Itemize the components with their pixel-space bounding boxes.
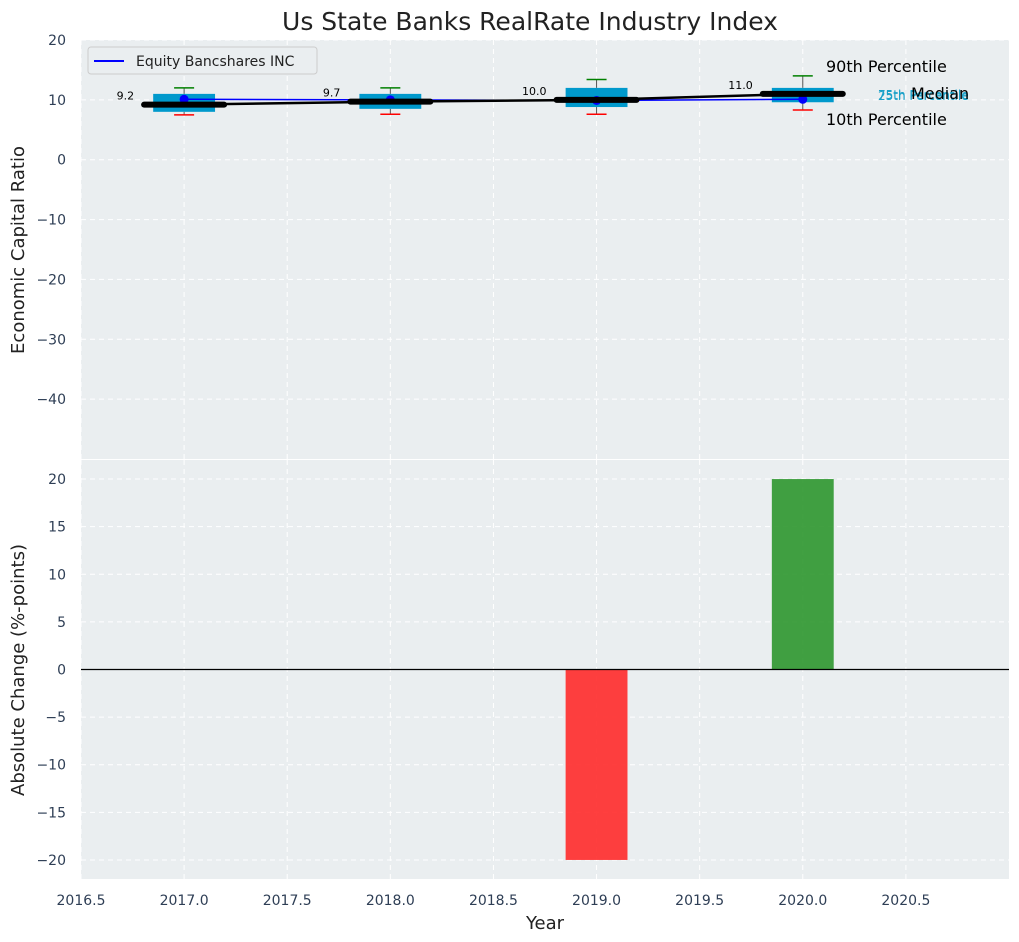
bottom-y-ticks: 20 15 10 5 0 −5 −10 −15 −20 [36, 472, 66, 869]
y-tick-label: 5 [57, 615, 66, 631]
x-tick-label: 2019.5 [675, 893, 724, 909]
x-ticks: 2016.5 2017.0 2017.5 2018.0 2018.5 2019.0 2019… [57, 893, 931, 909]
percentile-annotations: 75th Percentile 25th Percentile 90th Per… [826, 57, 969, 129]
company-point [798, 94, 808, 104]
y-tick-label: 10 [48, 93, 66, 109]
median-value-labels: 9.2 9.7 10.0 11.0 [117, 79, 753, 103]
y-tick-label: −20 [36, 853, 66, 869]
bottom-y-axis-title: Absolute Change (%-points) [8, 544, 29, 796]
x-tick-label: 2017.0 [160, 893, 209, 909]
x-tick-label: 2020.0 [778, 893, 827, 909]
median-value-label: 11.0 [728, 79, 753, 92]
y-tick-label: −5 [45, 710, 66, 726]
company-point [179, 94, 189, 104]
y-tick-label: 20 [48, 472, 66, 488]
median-trend-line [184, 92, 803, 106]
p90-annotation: 90th Percentile [826, 57, 947, 76]
top-y-ticks: 20 10 0 −10 −20 −30 −40 [36, 33, 66, 408]
change-bar [565, 669, 628, 860]
y-tick-label: −30 [36, 332, 66, 348]
x-tick-label: 2018.5 [469, 893, 518, 909]
y-tick-label: −10 [36, 213, 66, 229]
y-tick-label: −15 [36, 805, 66, 821]
top-grid [80, 39, 1009, 459]
x-tick-label: 2017.5 [263, 893, 312, 909]
median-line-group [141, 90, 846, 108]
p25-annotation: 25th Percentile [878, 89, 969, 103]
median-annotation: Median [911, 84, 969, 103]
chart-title: Us State Banks RealRate Industry Index [282, 7, 778, 36]
y-tick-label: −10 [36, 758, 66, 774]
legend-label-company: Equity Bancshares INC [136, 54, 295, 70]
y-tick-label: 0 [57, 663, 66, 679]
y-tick-label: −40 [36, 392, 66, 408]
y-tick-label: 20 [48, 33, 66, 49]
top-panel: 20 10 0 −10 −20 −30 −40 9.2 9.7 10.0 11.0 75th Pe… [8, 33, 1009, 459]
top-y-axis-title: Economic Capital Ratio [8, 146, 29, 354]
median-value-label: 9.2 [117, 90, 135, 103]
x-tick-label: 2016.5 [57, 893, 106, 909]
x-tick-label: 2019.0 [572, 893, 621, 909]
y-tick-label: 15 [48, 520, 66, 536]
x-tick-label: 2020.5 [881, 893, 930, 909]
median-value-label: 9.7 [323, 87, 341, 100]
x-axis-title: Year [525, 913, 565, 934]
y-tick-label: 0 [57, 153, 66, 169]
change-bar [771, 479, 834, 670]
change-bars [565, 479, 834, 860]
median-value-label: 10.0 [522, 85, 547, 98]
legend: Equity Bancshares INC [87, 46, 318, 75]
x-tick-label: 2018.0 [366, 893, 415, 909]
y-tick-label: −20 [36, 272, 66, 288]
p75-annotation: 75th Percentile [878, 88, 969, 102]
p10-annotation: 10th Percentile [826, 110, 947, 129]
legend-box [87, 46, 318, 75]
y-tick-label: 10 [48, 567, 66, 583]
top-plot-background [81, 40, 1009, 459]
